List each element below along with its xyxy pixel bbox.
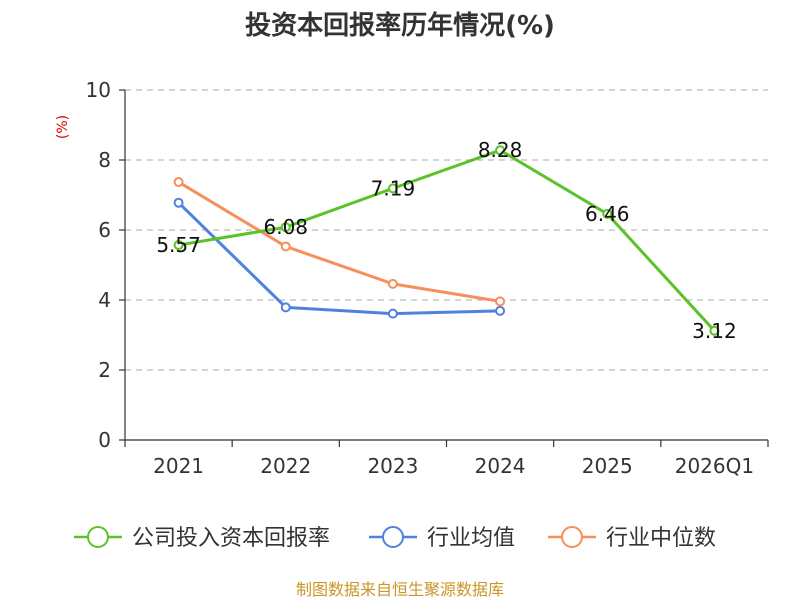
y-tick-label: 0	[98, 428, 111, 452]
data-point	[602, 208, 613, 219]
x-tick-label: 2024	[475, 454, 526, 478]
y-tick-label: 8	[98, 148, 111, 172]
y-tick-label: 4	[98, 288, 111, 312]
data-label: 3.12	[692, 319, 737, 343]
legend-marker-icon	[561, 526, 583, 548]
data-point	[387, 278, 398, 289]
x-tick-label: 2021	[153, 454, 204, 478]
data-point	[173, 197, 184, 208]
data-label: 7.19	[371, 176, 416, 200]
data-point	[495, 296, 506, 307]
data-point	[495, 305, 506, 316]
legend-label: 行业均值	[427, 526, 515, 551]
y-tick-label: 10	[86, 78, 111, 102]
y-axis-label: (%)	[55, 115, 71, 139]
x-tick-label: 2022	[260, 454, 311, 478]
legend: 公司投入资本回报率 行业均值 行业中位数	[74, 526, 716, 551]
legend-label: 行业中位数	[606, 526, 716, 551]
data-point	[387, 183, 398, 194]
x-tick-label: 2023	[367, 454, 418, 478]
data-point	[280, 302, 291, 313]
legend-marker-icon	[87, 526, 109, 548]
data-point	[173, 177, 184, 188]
data-point	[495, 145, 506, 156]
gridlines	[125, 89, 768, 371]
data-label: 5.57	[156, 233, 201, 257]
data-labels: 5.57 6.08 7.19 8.28 6.46 3.12	[156, 138, 736, 343]
x-tick-label: 2026Q1	[675, 454, 754, 478]
y-tick-label: 6	[98, 218, 111, 242]
series-line	[178, 148, 716, 332]
data-point	[280, 222, 291, 233]
data-label: 6.46	[585, 202, 630, 226]
chart-title: 投资本回报率历年情况(%)	[245, 10, 555, 41]
data-point	[173, 240, 184, 251]
series-line	[177, 180, 501, 303]
data-label: 8.28	[478, 138, 523, 162]
series-lines	[173, 145, 720, 336]
data-point	[387, 308, 398, 319]
data-point	[709, 325, 720, 336]
data-label: 6.08	[263, 215, 308, 239]
series-line	[177, 201, 501, 316]
y-tick-label: 2	[98, 358, 111, 382]
source-note: 制图数据来自恒生聚源数据库	[296, 580, 504, 599]
axes: 0 2 4 6 8 10 2021 2022 2023 2024 2025 2026Q1	[86, 78, 769, 478]
data-point	[280, 241, 291, 252]
x-tick-label: 2025	[582, 454, 633, 478]
legend-marker-icon	[382, 526, 404, 548]
legend-label: 公司投入资本回报率	[132, 526, 330, 551]
